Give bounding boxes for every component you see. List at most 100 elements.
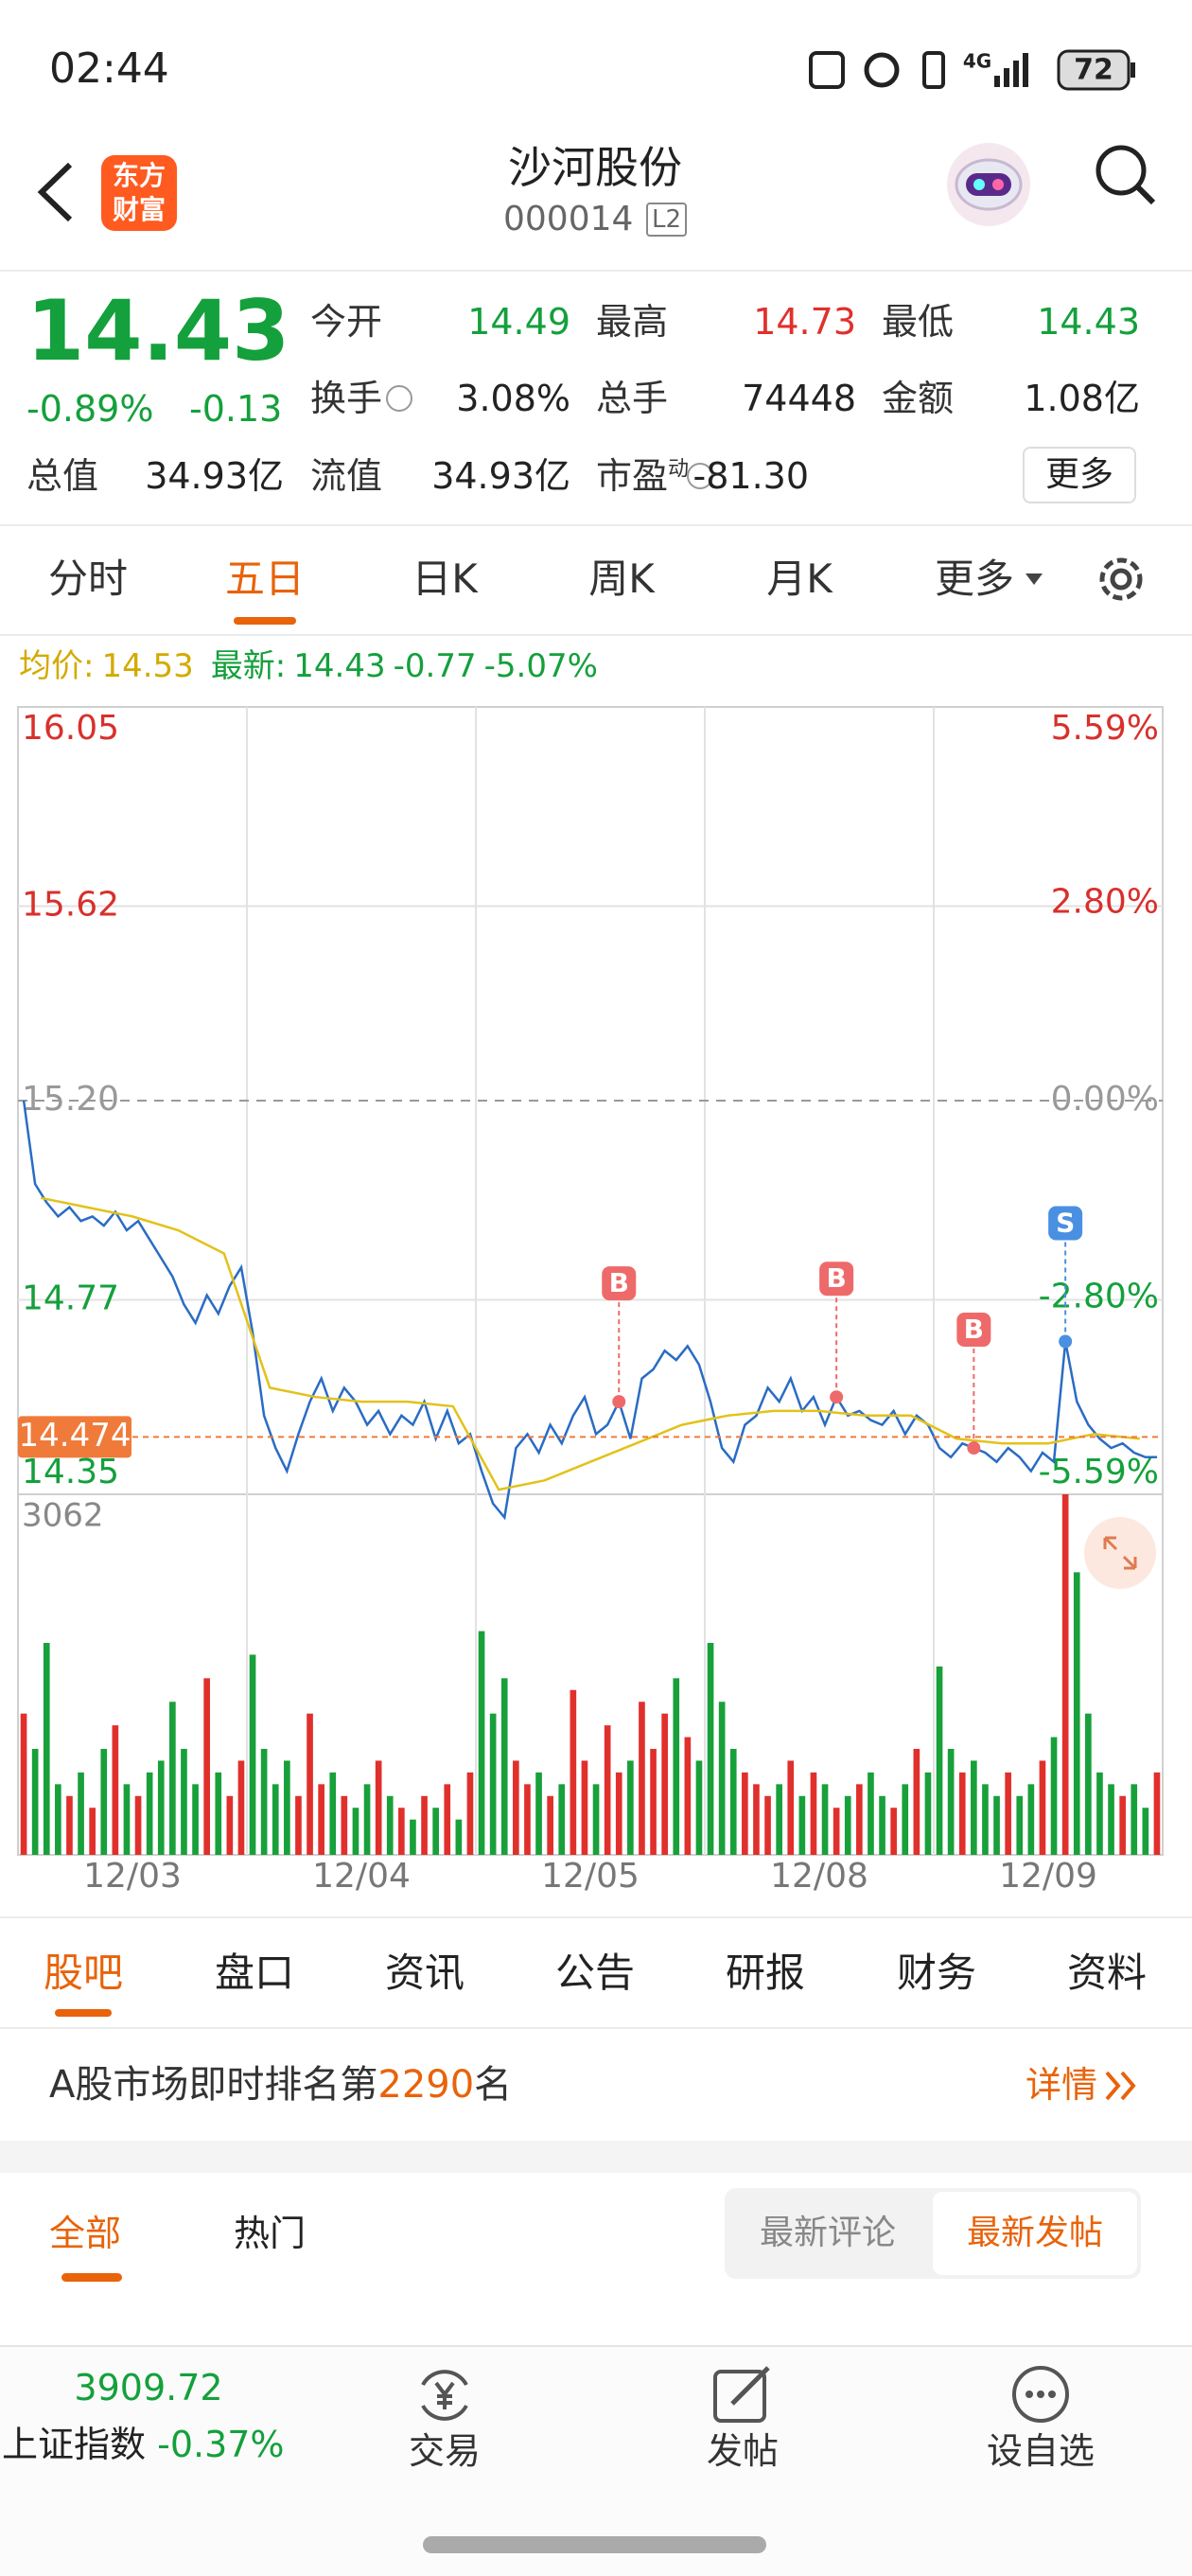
chart-tab[interactable]: 日K: [412, 556, 478, 602]
sort-comment[interactable]: 最新评论: [759, 2214, 897, 2252]
detail-link[interactable]: 详情: [1025, 2064, 1097, 2106]
volume-bar: [284, 1760, 290, 1855]
forum-tab[interactable]: 股吧: [43, 1950, 124, 1996]
volume-bar: [1073, 1572, 1080, 1855]
y-tick-label: 15.62: [22, 885, 119, 924]
expand-button[interactable]: [1084, 1517, 1156, 1589]
chart-tab[interactable]: 月K: [766, 556, 833, 602]
field-label: 最低: [882, 301, 955, 343]
forum-tab[interactable]: 财务: [896, 1950, 977, 1996]
volume-bar: [947, 1749, 955, 1855]
rank-text: A股市场即时排名第2290名: [49, 2066, 512, 2104]
nav-post[interactable]: 发帖: [706, 2430, 780, 2472]
index-info[interactable]: 上证指数 -0.37%: [2, 2426, 285, 2462]
nav-trade[interactable]: 交易: [408, 2430, 482, 2472]
volume-bar: [272, 1784, 279, 1855]
forum-tab[interactable]: 盘口: [214, 1950, 295, 1996]
y2-tick-label: 5.59%: [1051, 709, 1159, 748]
volume-tick-label: 3062: [22, 1497, 104, 1535]
index-value[interactable]: 3909.72: [74, 2367, 223, 2408]
back-button[interactable]: [28, 159, 85, 225]
volume-bar: [237, 1760, 245, 1855]
volume-bar: [410, 1819, 416, 1855]
volume-bar: [421, 1795, 428, 1855]
search-button[interactable]: [1093, 142, 1159, 208]
volume-bar: [226, 1795, 234, 1855]
date-label: 12/08: [770, 1857, 868, 1896]
field-value: 34.93亿: [431, 455, 570, 497]
trade-point: [1059, 1334, 1073, 1349]
volume-bar: [329, 1772, 337, 1855]
volume-bar: [20, 1713, 27, 1855]
volume-bar: [810, 1772, 817, 1855]
change-pct: -0.89%: [26, 388, 154, 430]
forum-tab[interactable]: 研报: [725, 1950, 806, 1996]
settings-button[interactable]: [1093, 551, 1149, 608]
volume-bar: [913, 1749, 920, 1855]
volume-bar: [856, 1784, 863, 1855]
battery-tip: [1131, 62, 1135, 78]
volume-bar: [695, 1760, 703, 1855]
field-value: 74448: [742, 378, 856, 419]
trade-badge: [956, 1313, 991, 1348]
chart-tab[interactable]: 五日: [224, 556, 306, 602]
volume-bar: [43, 1643, 50, 1855]
y-tick-label: 16.05: [22, 709, 119, 748]
volume-bar: [78, 1772, 84, 1855]
volume-bar: [375, 1760, 382, 1855]
volume-bar: [581, 1760, 588, 1855]
volume-bar: [295, 1795, 302, 1855]
volume-bar: [650, 1749, 657, 1855]
tab-underline: [234, 617, 296, 625]
volume-bar: [260, 1749, 268, 1855]
volume-bar: [982, 1784, 989, 1855]
field-label: 总值: [26, 455, 99, 497]
filter-all[interactable]: 全部: [49, 2213, 122, 2254]
volume-bar: [673, 1678, 680, 1855]
nav-watchlist[interactable]: 设自选: [986, 2430, 1096, 2472]
chart-tab[interactable]: 更多: [934, 556, 1015, 602]
volume-bar: [547, 1795, 553, 1855]
filter-hot[interactable]: 热门: [234, 2213, 307, 2254]
volume-bar: [868, 1772, 874, 1855]
app-logo[interactable]: 东方 财富: [101, 155, 177, 231]
volume-bar: [169, 1702, 176, 1855]
volume-bar: [993, 1795, 1000, 1855]
volume-bar: [1153, 1772, 1161, 1855]
forum-tab[interactable]: 公告: [554, 1950, 636, 1996]
logo-text: 东方: [112, 160, 166, 191]
stock-code: 000014: [503, 200, 634, 238]
divider: [0, 524, 1192, 526]
divider: [0, 270, 1192, 272]
logo-text: 财富: [112, 194, 166, 225]
volume-bar: [352, 1808, 359, 1855]
volume-bar: [192, 1784, 199, 1855]
field-value: 1.08亿: [1024, 378, 1140, 419]
volume-bar: [341, 1795, 348, 1855]
volume-bar: [570, 1689, 577, 1855]
assistant-avatar[interactable]: [941, 137, 1036, 232]
vibrate-icon: [922, 51, 945, 89]
field-value: -81.30: [692, 455, 810, 497]
volume-bar: [134, 1795, 142, 1855]
forum-tab[interactable]: 资料: [1066, 1950, 1148, 1996]
chart-tab[interactable]: 分时: [47, 556, 129, 602]
field-value: 34.93亿: [145, 455, 284, 497]
volume-bar: [627, 1760, 634, 1855]
more-button[interactable]: 更多: [1022, 447, 1137, 503]
rank-value: 2290: [377, 2063, 475, 2107]
volume-bar: [112, 1725, 119, 1855]
sort-post[interactable]: 最新发帖: [966, 2214, 1104, 2252]
chart-tab[interactable]: 周K: [588, 556, 655, 602]
forum-tab[interactable]: 资讯: [384, 1950, 465, 1996]
y-tick-label: 15.20: [22, 1080, 119, 1119]
volume-bar: [833, 1808, 840, 1855]
section-gap: [0, 2141, 1192, 2173]
field-label: 流值: [310, 455, 383, 497]
stock-name: 沙河股份: [508, 142, 682, 193]
volume-bar: [432, 1808, 439, 1855]
volume-bar: [821, 1784, 829, 1855]
plot-border: [17, 706, 1164, 1856]
volume-bar: [798, 1795, 806, 1855]
status-icons: 4G 72: [809, 49, 1135, 91]
